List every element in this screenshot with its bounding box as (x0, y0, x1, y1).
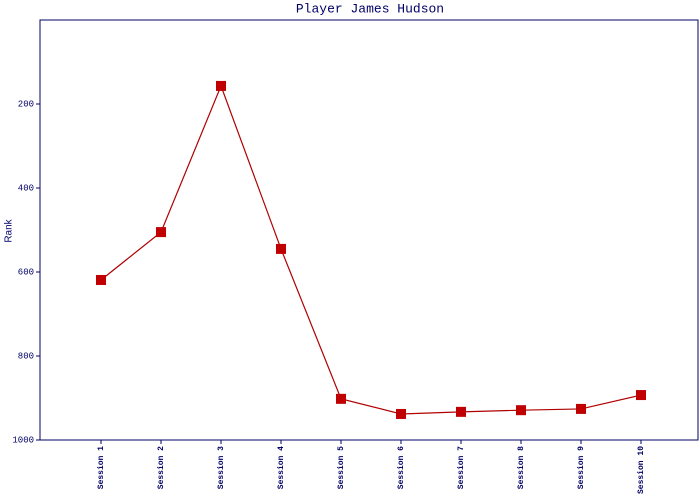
data-point (636, 390, 646, 401)
data-point (576, 403, 586, 414)
data-point (96, 274, 106, 285)
x-tick-label: Session 7 (457, 446, 466, 489)
data-point (396, 408, 406, 419)
data-point (276, 243, 286, 254)
x-tick-label: Session 8 (517, 446, 526, 489)
chart-title: Player James Hudson (296, 1, 444, 16)
y-tick-label: 400 (18, 183, 34, 193)
y-tick-label: 600 (18, 267, 34, 277)
x-tick-label: Session 9 (577, 446, 586, 489)
x-tick-label: Session 5 (337, 446, 346, 489)
x-tick-label: Session 1 (97, 446, 106, 489)
x-tick-label: Session 4 (277, 446, 286, 489)
data-point (456, 406, 466, 417)
data-point (516, 405, 526, 416)
y-axis-label: Rank (4, 218, 15, 242)
x-tick-label: Session 2 (157, 446, 166, 489)
y-tick-label: 800 (18, 351, 34, 361)
plot-frame (39, 19, 699, 441)
y-tick-label: 1000 (12, 435, 34, 445)
y-tick-label: 200 (18, 99, 34, 109)
x-tick-label: Session 10 (637, 446, 646, 494)
data-line (100, 84, 642, 415)
x-tick-label: Session 3 (217, 446, 226, 489)
data-point (336, 393, 346, 404)
x-tick-label: Session 6 (397, 446, 406, 489)
data-point (156, 227, 166, 238)
data-point (216, 80, 226, 91)
